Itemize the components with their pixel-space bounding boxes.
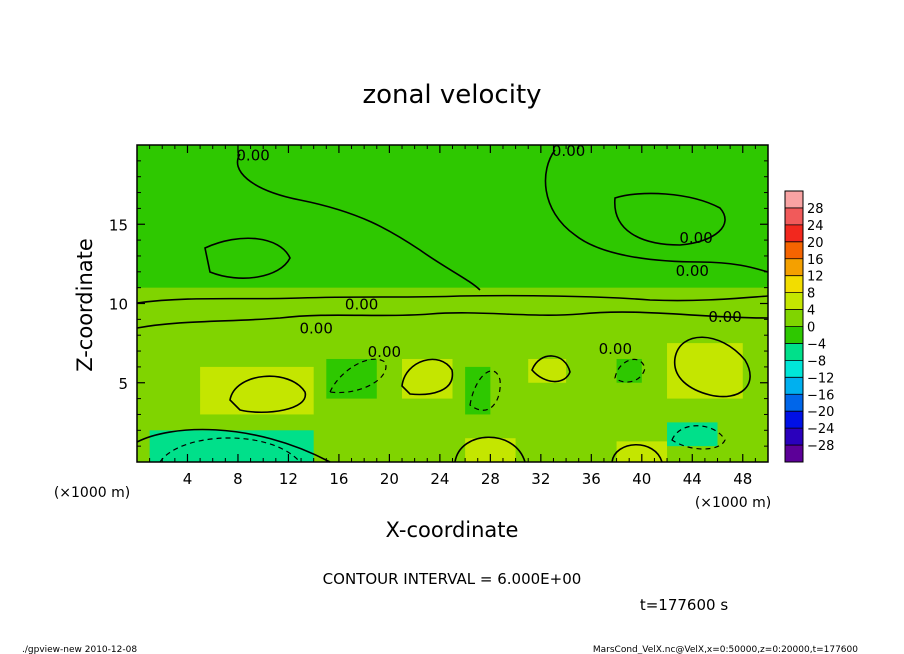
y-axis-label: Z-coordinate — [73, 238, 97, 372]
x-tick-label: 32 — [531, 470, 550, 488]
colorbar-label: −20 — [807, 405, 834, 420]
contour-label: 0.00 — [552, 142, 585, 160]
contour-line — [671, 425, 726, 450]
field-cell — [137, 319, 768, 359]
y-tick-label: 15 — [109, 216, 128, 234]
colorbar-label: −8 — [807, 354, 826, 369]
contour-line — [136, 428, 331, 463]
contour-label: 0.00 — [368, 343, 401, 361]
colorbar-label: −12 — [807, 371, 834, 386]
field-cell — [616, 358, 642, 383]
contour-line — [674, 336, 751, 398]
plot-area — [137, 145, 768, 462]
contour-label: 0.00 — [300, 319, 333, 337]
colorbar-label: −4 — [807, 337, 826, 352]
field-cell — [149, 430, 314, 462]
contour-label: 0.00 — [708, 308, 741, 326]
field-cell — [667, 422, 718, 447]
contour-line — [204, 237, 291, 279]
contour-line — [236, 153, 481, 291]
colorbar-swatch — [785, 326, 803, 344]
time-stamp: t=177600 s — [640, 596, 728, 614]
colorbar-label: −24 — [807, 422, 834, 437]
colorbar-swatch — [785, 207, 803, 225]
x-tick-label: 4 — [183, 470, 193, 488]
colorbar-label: 20 — [807, 236, 824, 251]
colorbar-swatch — [785, 428, 803, 446]
colorbar-label: −16 — [807, 388, 834, 403]
x-tick-label: 48 — [733, 470, 752, 488]
x-tick-label: 44 — [683, 470, 702, 488]
field-cell — [212, 240, 302, 272]
field-cell — [402, 358, 453, 399]
field-cell — [528, 358, 567, 383]
y-tick-label: 5 — [118, 375, 128, 393]
contour-label: 0.00 — [236, 147, 269, 165]
x-tick-label: 28 — [481, 470, 500, 488]
contour-line — [229, 375, 306, 413]
colorbar-label: −28 — [807, 439, 834, 454]
contour-line — [401, 358, 454, 396]
colorbar-label: 28 — [807, 202, 824, 217]
colorbar-swatch — [785, 241, 803, 259]
contour-line — [136, 294, 769, 304]
colorbar-label: 8 — [807, 287, 815, 302]
colorbar-label: 4 — [807, 304, 815, 319]
colorbar-swatch — [785, 411, 803, 429]
colorbar-label: 12 — [807, 270, 824, 285]
contour-label: 0.00 — [345, 296, 378, 314]
chart-title: zonal velocity — [362, 80, 541, 110]
contour-label: 0.00 — [679, 229, 712, 247]
x-tick-label: 36 — [582, 470, 601, 488]
contour-label: 0.00 — [599, 340, 632, 358]
colorbar-swatch — [785, 191, 803, 208]
contour-line — [614, 192, 726, 246]
y-tick-label: 10 — [109, 296, 128, 314]
contour-line — [454, 436, 526, 463]
contour-labels: 0.00 0.00 0.00 0.00 0.00 0.00 0.00 0.00 0.00 — [236, 142, 741, 361]
colorbar-label: 0 — [807, 321, 815, 336]
contour-line — [136, 311, 769, 329]
x-tick-label: 12 — [279, 470, 298, 488]
x-unit-left: (×1000 m) — [54, 485, 130, 501]
x-tick-label: 40 — [632, 470, 651, 488]
colorbar-swatch — [785, 292, 803, 310]
colorbar-label: 16 — [807, 253, 824, 268]
colorbar-swatch — [785, 258, 803, 276]
colorbar-swatch — [785, 360, 803, 378]
colorbar-swatch — [785, 275, 803, 293]
colorbar-swatch — [785, 394, 803, 412]
x-tick-label: 20 — [380, 470, 399, 488]
colorbar-swatch — [785, 343, 803, 361]
colorbar-label: 24 — [807, 219, 824, 234]
contour-line — [544, 149, 769, 273]
footer-left: ./gpview-new 2010-12-08 — [22, 645, 137, 654]
x-tick-label: 16 — [329, 470, 348, 488]
contour-line — [159, 437, 301, 463]
colorbar-swatch — [785, 224, 803, 242]
field-cell — [667, 343, 743, 399]
x-axis-label: X-coordinate — [386, 518, 519, 542]
contour-label: 0.00 — [676, 262, 709, 280]
field-cell — [616, 192, 705, 272]
contour-line — [469, 370, 501, 411]
contour-lines — [136, 149, 769, 463]
field-cell — [465, 366, 491, 415]
field-cell — [200, 366, 314, 415]
colorbar: 28 24 20 16 12 8 4 0−4 −8 −12 −16 −20 −24 −28 — [784, 190, 834, 463]
contour-line — [611, 443, 663, 463]
colorbar-swatch — [785, 445, 803, 462]
x-tick-label: 8 — [233, 470, 243, 488]
x-tick-label: 24 — [430, 470, 449, 488]
colorbar-swatch — [785, 377, 803, 395]
contour-line — [531, 355, 571, 383]
field-cell — [465, 438, 516, 462]
x-unit-right: (×1000 m) — [695, 495, 771, 511]
footer-right: MarsCond_VelX.nc@VelX,x=0:50000,z=0:2000… — [593, 645, 858, 654]
contour-interval: CONTOUR INTERVAL = 6.000E+00 — [323, 570, 582, 588]
colorbar-swatch — [785, 309, 803, 327]
field-cell — [616, 441, 668, 462]
